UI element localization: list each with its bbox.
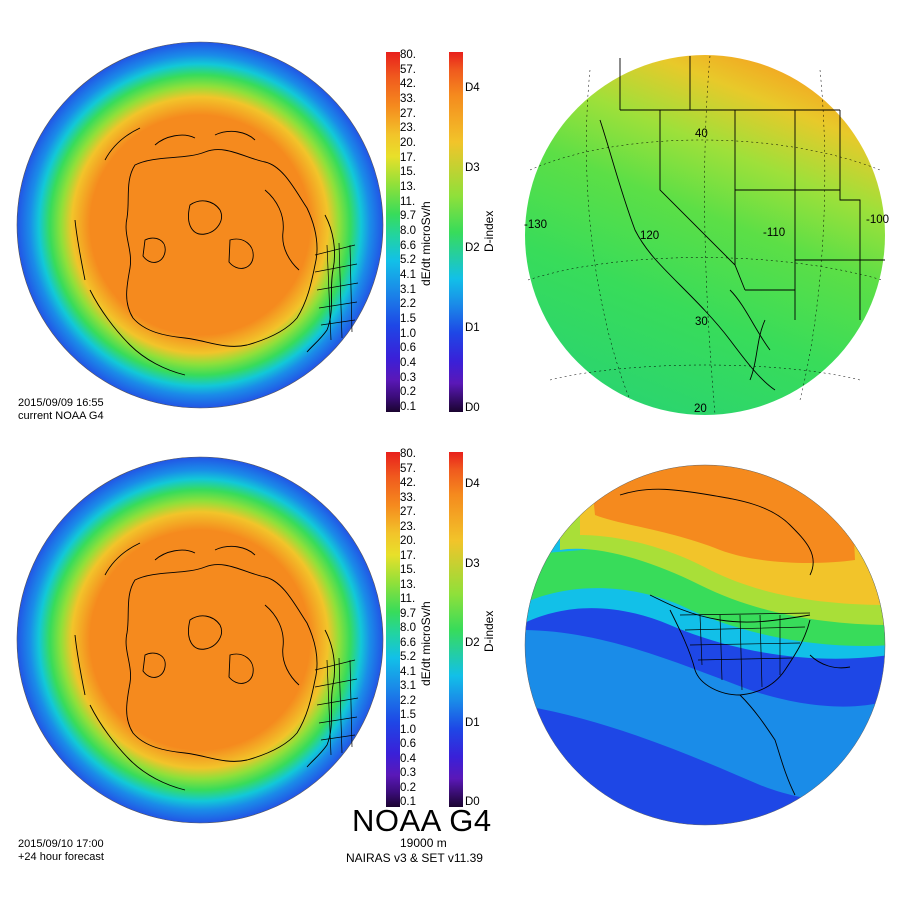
colorbar-tick-label: 80. bbox=[400, 49, 416, 61]
colorbar-tick-label: D2 bbox=[465, 242, 480, 254]
latitude-label: 30 bbox=[695, 316, 708, 328]
longitude-label: -110 bbox=[763, 227, 786, 239]
figure-title: NOAA G4 bbox=[352, 803, 492, 838]
colorbar-tick-label: 17. bbox=[400, 151, 416, 164]
dose-colorbar-label: dE/dt microSv/h bbox=[419, 201, 433, 286]
colorbar-tick-label: 0.6 bbox=[400, 738, 416, 750]
colorbar-tick-label: 20. bbox=[400, 535, 416, 547]
colorbar-tick-label: 0.1 bbox=[400, 401, 416, 413]
colorbar-tick-label: 42. bbox=[400, 78, 416, 91]
colorbar-tick-label: 9.7 bbox=[400, 210, 416, 223]
colorbar-tick-label: 9.7 bbox=[400, 607, 416, 620]
colorbar-tick-label: D0 bbox=[465, 402, 480, 414]
dose-colorbar-label: dE/dt microSv/h bbox=[419, 601, 433, 686]
colorbar-tick-label: D4 bbox=[465, 478, 480, 490]
colorbar-tick-label: D4 bbox=[465, 82, 480, 94]
regional-dindex-map-west-us bbox=[525, 55, 885, 415]
colorbar-tick-label: 80. bbox=[400, 448, 416, 460]
colorbar-tick-label: 0.1 bbox=[400, 796, 416, 808]
us-state-grid bbox=[314, 657, 359, 756]
colorbar-tick-label: 13. bbox=[400, 181, 416, 193]
colorbar-tick-label: 42. bbox=[400, 477, 416, 489]
colorbar-tick-label: 0.6 bbox=[400, 342, 416, 355]
graticule-lines bbox=[527, 55, 883, 415]
colorbar-tick-label: D3 bbox=[465, 162, 480, 174]
altitude-label: 19000 m bbox=[400, 836, 447, 850]
model-version-label: NAIRAS v3 & SET v11.39 bbox=[346, 851, 483, 865]
polar-dose-map-forecast bbox=[16, 456, 384, 824]
colorbar-tick-label: 27. bbox=[400, 506, 416, 518]
colorbar-tick-label: 15. bbox=[400, 166, 416, 179]
colorbar-tick-label: 13. bbox=[400, 578, 416, 591]
colorbar-tick-label: 3.1 bbox=[400, 680, 416, 692]
colorbar-tick-label: 1.0 bbox=[400, 327, 416, 340]
colorbar-tick-label: 1.5 bbox=[400, 709, 416, 721]
coastline-outlines bbox=[619, 488, 851, 796]
colorbar-tick-label: 4.1 bbox=[400, 665, 416, 678]
state-borders bbox=[679, 612, 811, 691]
colorbar-tick-label: D2 bbox=[465, 637, 480, 649]
colorbar-tick-label: D0 bbox=[465, 796, 480, 808]
dose-colorbar-bottom bbox=[386, 452, 400, 807]
colorbar-tick-label: 27. bbox=[400, 107, 416, 120]
latitude-label: 20 bbox=[694, 403, 707, 415]
colorbar-tick-label: 4.1 bbox=[400, 269, 416, 281]
colorbar-tick-label: 1.5 bbox=[400, 313, 416, 325]
dindex-colorbar-top bbox=[449, 52, 463, 412]
dindex-colorbar-label: D-index bbox=[482, 610, 496, 652]
colorbar-tick-label: 0.4 bbox=[400, 357, 416, 369]
colorbar-tick-label: 0.2 bbox=[400, 386, 416, 399]
colorbar-tick-label: 0.2 bbox=[400, 781, 416, 794]
longitude-label: 120 bbox=[640, 230, 660, 242]
dose-colorbar-top bbox=[386, 52, 400, 412]
colorbar-tick-label: 3.1 bbox=[400, 283, 416, 296]
timestamp-label: current NOAA G4 bbox=[18, 410, 104, 422]
colorbar-tick-label: 2.2 bbox=[400, 694, 416, 707]
longitude-label: -100 bbox=[866, 214, 890, 226]
coastline-outlines bbox=[74, 127, 336, 376]
colorbar-tick-label: 0.3 bbox=[400, 371, 416, 384]
colorbar-tick-label: 0.3 bbox=[400, 767, 416, 779]
colorbar-tick-label: 15. bbox=[400, 564, 416, 576]
panel-timestamp-forecast: 2015/09/10 17:00 +24 hour forecast bbox=[18, 838, 104, 864]
colorbar-tick-label: 57. bbox=[400, 63, 416, 76]
colorbar-tick-label: 33. bbox=[400, 93, 416, 105]
colorbar-tick-label: 23. bbox=[400, 520, 416, 533]
state-borders bbox=[599, 56, 885, 391]
colorbar-tick-label: D1 bbox=[465, 716, 480, 729]
colorbar-tick-label: D3 bbox=[465, 557, 480, 570]
colorbar-tick-label: 20. bbox=[400, 137, 416, 149]
colorbar-tick-label: 11. bbox=[400, 593, 416, 605]
us-state-grid bbox=[314, 242, 359, 341]
colorbar-tick-label: 1.0 bbox=[400, 723, 416, 736]
colorbar-tick-label: 5.2 bbox=[400, 651, 416, 663]
colorbar-tick-label: 17. bbox=[400, 549, 416, 562]
dindex-colorbar-label: D-index bbox=[482, 210, 496, 252]
dindex-colorbar-bottom bbox=[449, 452, 463, 807]
colorbar-tick-label: 57. bbox=[400, 462, 416, 475]
colorbar-tick-label: 23. bbox=[400, 122, 416, 135]
timestamp-date: 2015/09/09 16:55 bbox=[18, 397, 104, 409]
colorbar-tick-label: 0.4 bbox=[400, 752, 416, 765]
longitude-label: -130 bbox=[524, 219, 548, 231]
panel-timestamp-current: 2015/09/09 16:55 current NOAA G4 bbox=[18, 397, 104, 423]
colorbar-tick-label: 11. bbox=[400, 195, 416, 208]
colorbar-tick-label: 2.2 bbox=[400, 298, 416, 311]
colorbar-tick-label: D1 bbox=[465, 322, 480, 334]
latitude-label: 40 bbox=[695, 128, 708, 140]
colorbar-tick-label: 33. bbox=[400, 491, 416, 504]
coastline-outlines bbox=[74, 542, 336, 791]
timestamp-date: 2015/09/10 17:00 bbox=[18, 838, 104, 850]
polar-dose-map-current bbox=[16, 41, 384, 409]
colorbar-tick-label: 8.0 bbox=[400, 225, 416, 237]
colorbar-tick-label: 5.2 bbox=[400, 254, 416, 267]
timestamp-label: +24 hour forecast bbox=[18, 851, 104, 863]
colorbar-tick-label: 6.6 bbox=[400, 636, 416, 649]
regional-dindex-map-north-america bbox=[524, 464, 886, 826]
colorbar-tick-label: 8.0 bbox=[400, 622, 416, 634]
colorbar-tick-label: 6.6 bbox=[400, 239, 416, 252]
